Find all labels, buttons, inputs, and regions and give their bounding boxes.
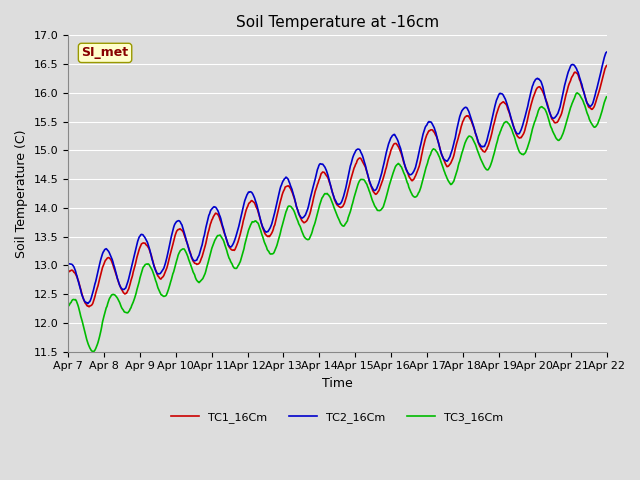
- TC3_16Cm: [90, 349, 97, 355]
- TC1_16Cm: [603, 63, 611, 69]
- Text: SI_met: SI_met: [81, 47, 129, 60]
- TC1_16Cm: [213, 211, 221, 217]
- TC1_16Cm: [130, 267, 138, 273]
- TC3_16Cm: [419, 176, 427, 182]
- TC3_16Cm: [130, 297, 138, 303]
- TC2_16Cm: [603, 49, 611, 55]
- TC1_16Cm: [74, 276, 82, 282]
- TC1_16Cm: [419, 145, 427, 151]
- Y-axis label: Soil Temperature (C): Soil Temperature (C): [15, 129, 28, 258]
- TC3_16Cm: [403, 180, 411, 186]
- TC2_16Cm: [130, 254, 138, 260]
- TC2_16Cm: [64, 261, 72, 266]
- TC2_16Cm: [419, 132, 427, 137]
- TC3_16Cm: [573, 90, 581, 96]
- TC3_16Cm: [74, 302, 82, 308]
- TC3_16Cm: [213, 233, 221, 239]
- Title: Soil Temperature at -16cm: Soil Temperature at -16cm: [236, 15, 439, 30]
- TC1_16Cm: [185, 244, 193, 250]
- TC2_16Cm: [213, 206, 221, 212]
- TC1_16Cm: [403, 169, 411, 175]
- TC2_16Cm: [185, 245, 193, 251]
- X-axis label: Time: Time: [322, 377, 353, 390]
- TC2_16Cm: [74, 276, 82, 282]
- TC1_16Cm: [64, 270, 72, 276]
- TC2_16Cm: [403, 169, 411, 175]
- TC3_16Cm: [185, 256, 193, 262]
- TC3_16Cm: [603, 94, 611, 100]
- TC1_16Cm: [85, 304, 93, 310]
- Line: TC3_16Cm: TC3_16Cm: [68, 93, 607, 352]
- Line: TC2_16Cm: TC2_16Cm: [68, 52, 607, 304]
- TC2_16Cm: [84, 301, 92, 307]
- Legend: TC1_16Cm, TC2_16Cm, TC3_16Cm: TC1_16Cm, TC2_16Cm, TC3_16Cm: [167, 408, 508, 428]
- Line: TC1_16Cm: TC1_16Cm: [68, 66, 607, 307]
- TC3_16Cm: [64, 303, 72, 309]
